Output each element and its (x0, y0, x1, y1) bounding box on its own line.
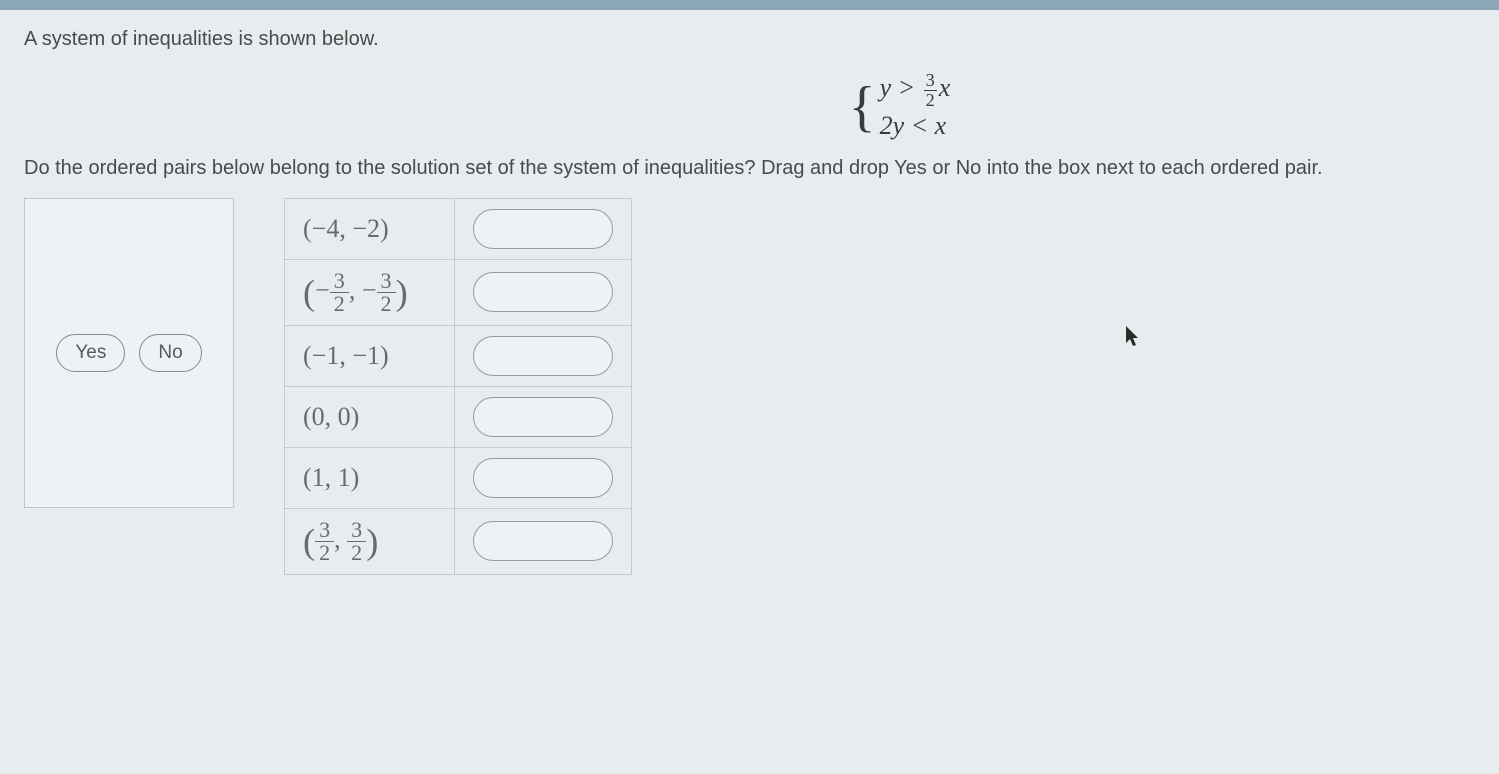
inequality-system: { y > 32x 2y < x (324, 71, 1475, 143)
option-yes[interactable]: Yes (56, 334, 125, 372)
pairs-table: (−4, −2)(−32, −32)(−1, −1)(0, 0)(1, 1)(3… (284, 198, 632, 575)
left-brace-icon: { (849, 79, 876, 135)
system-line-2: 2y < x (880, 109, 947, 143)
ordered-pair-cell: (0, 0) (285, 386, 455, 447)
drop-slot[interactable] (473, 521, 613, 561)
table-row: (−4, −2) (285, 198, 632, 259)
drop-slot[interactable] (473, 209, 613, 249)
intro-text: A system of inequalities is shown below. (24, 28, 1475, 51)
option-no[interactable]: No (139, 334, 201, 372)
prompt-text: Do the ordered pairs below belong to the… (24, 157, 1475, 180)
drop-slot[interactable] (473, 272, 613, 312)
ordered-pair-cell: (−4, −2) (285, 198, 455, 259)
drag-options-box: Yes No (24, 198, 234, 508)
top-accent-bar (0, 0, 1499, 10)
drop-slot[interactable] (473, 397, 613, 437)
table-row: (32, 32) (285, 508, 632, 574)
drop-target-cell (455, 259, 632, 325)
ordered-pair-cell: (−1, −1) (285, 325, 455, 386)
work-area: Yes No (−4, −2)(−32, −32)(−1, −1)(0, 0)(… (24, 198, 1475, 575)
table-row: (0, 0) (285, 386, 632, 447)
content-area: A system of inequalities is shown below.… (0, 10, 1499, 593)
table-row: (−1, −1) (285, 325, 632, 386)
ordered-pair-cell: (32, 32) (285, 508, 455, 574)
system-line-1: y > 32x (880, 71, 951, 109)
cursor-icon (1125, 326, 1143, 350)
ordered-pair-cell: (1, 1) (285, 447, 455, 508)
drop-target-cell (455, 325, 632, 386)
drop-target-cell (455, 447, 632, 508)
drop-target-cell (455, 198, 632, 259)
table-row: (1, 1) (285, 447, 632, 508)
drop-target-cell (455, 386, 632, 447)
drop-slot[interactable] (473, 458, 613, 498)
table-row: (−32, −32) (285, 259, 632, 325)
drop-slot[interactable] (473, 336, 613, 376)
ordered-pair-cell: (−32, −32) (285, 259, 455, 325)
drop-target-cell (455, 508, 632, 574)
